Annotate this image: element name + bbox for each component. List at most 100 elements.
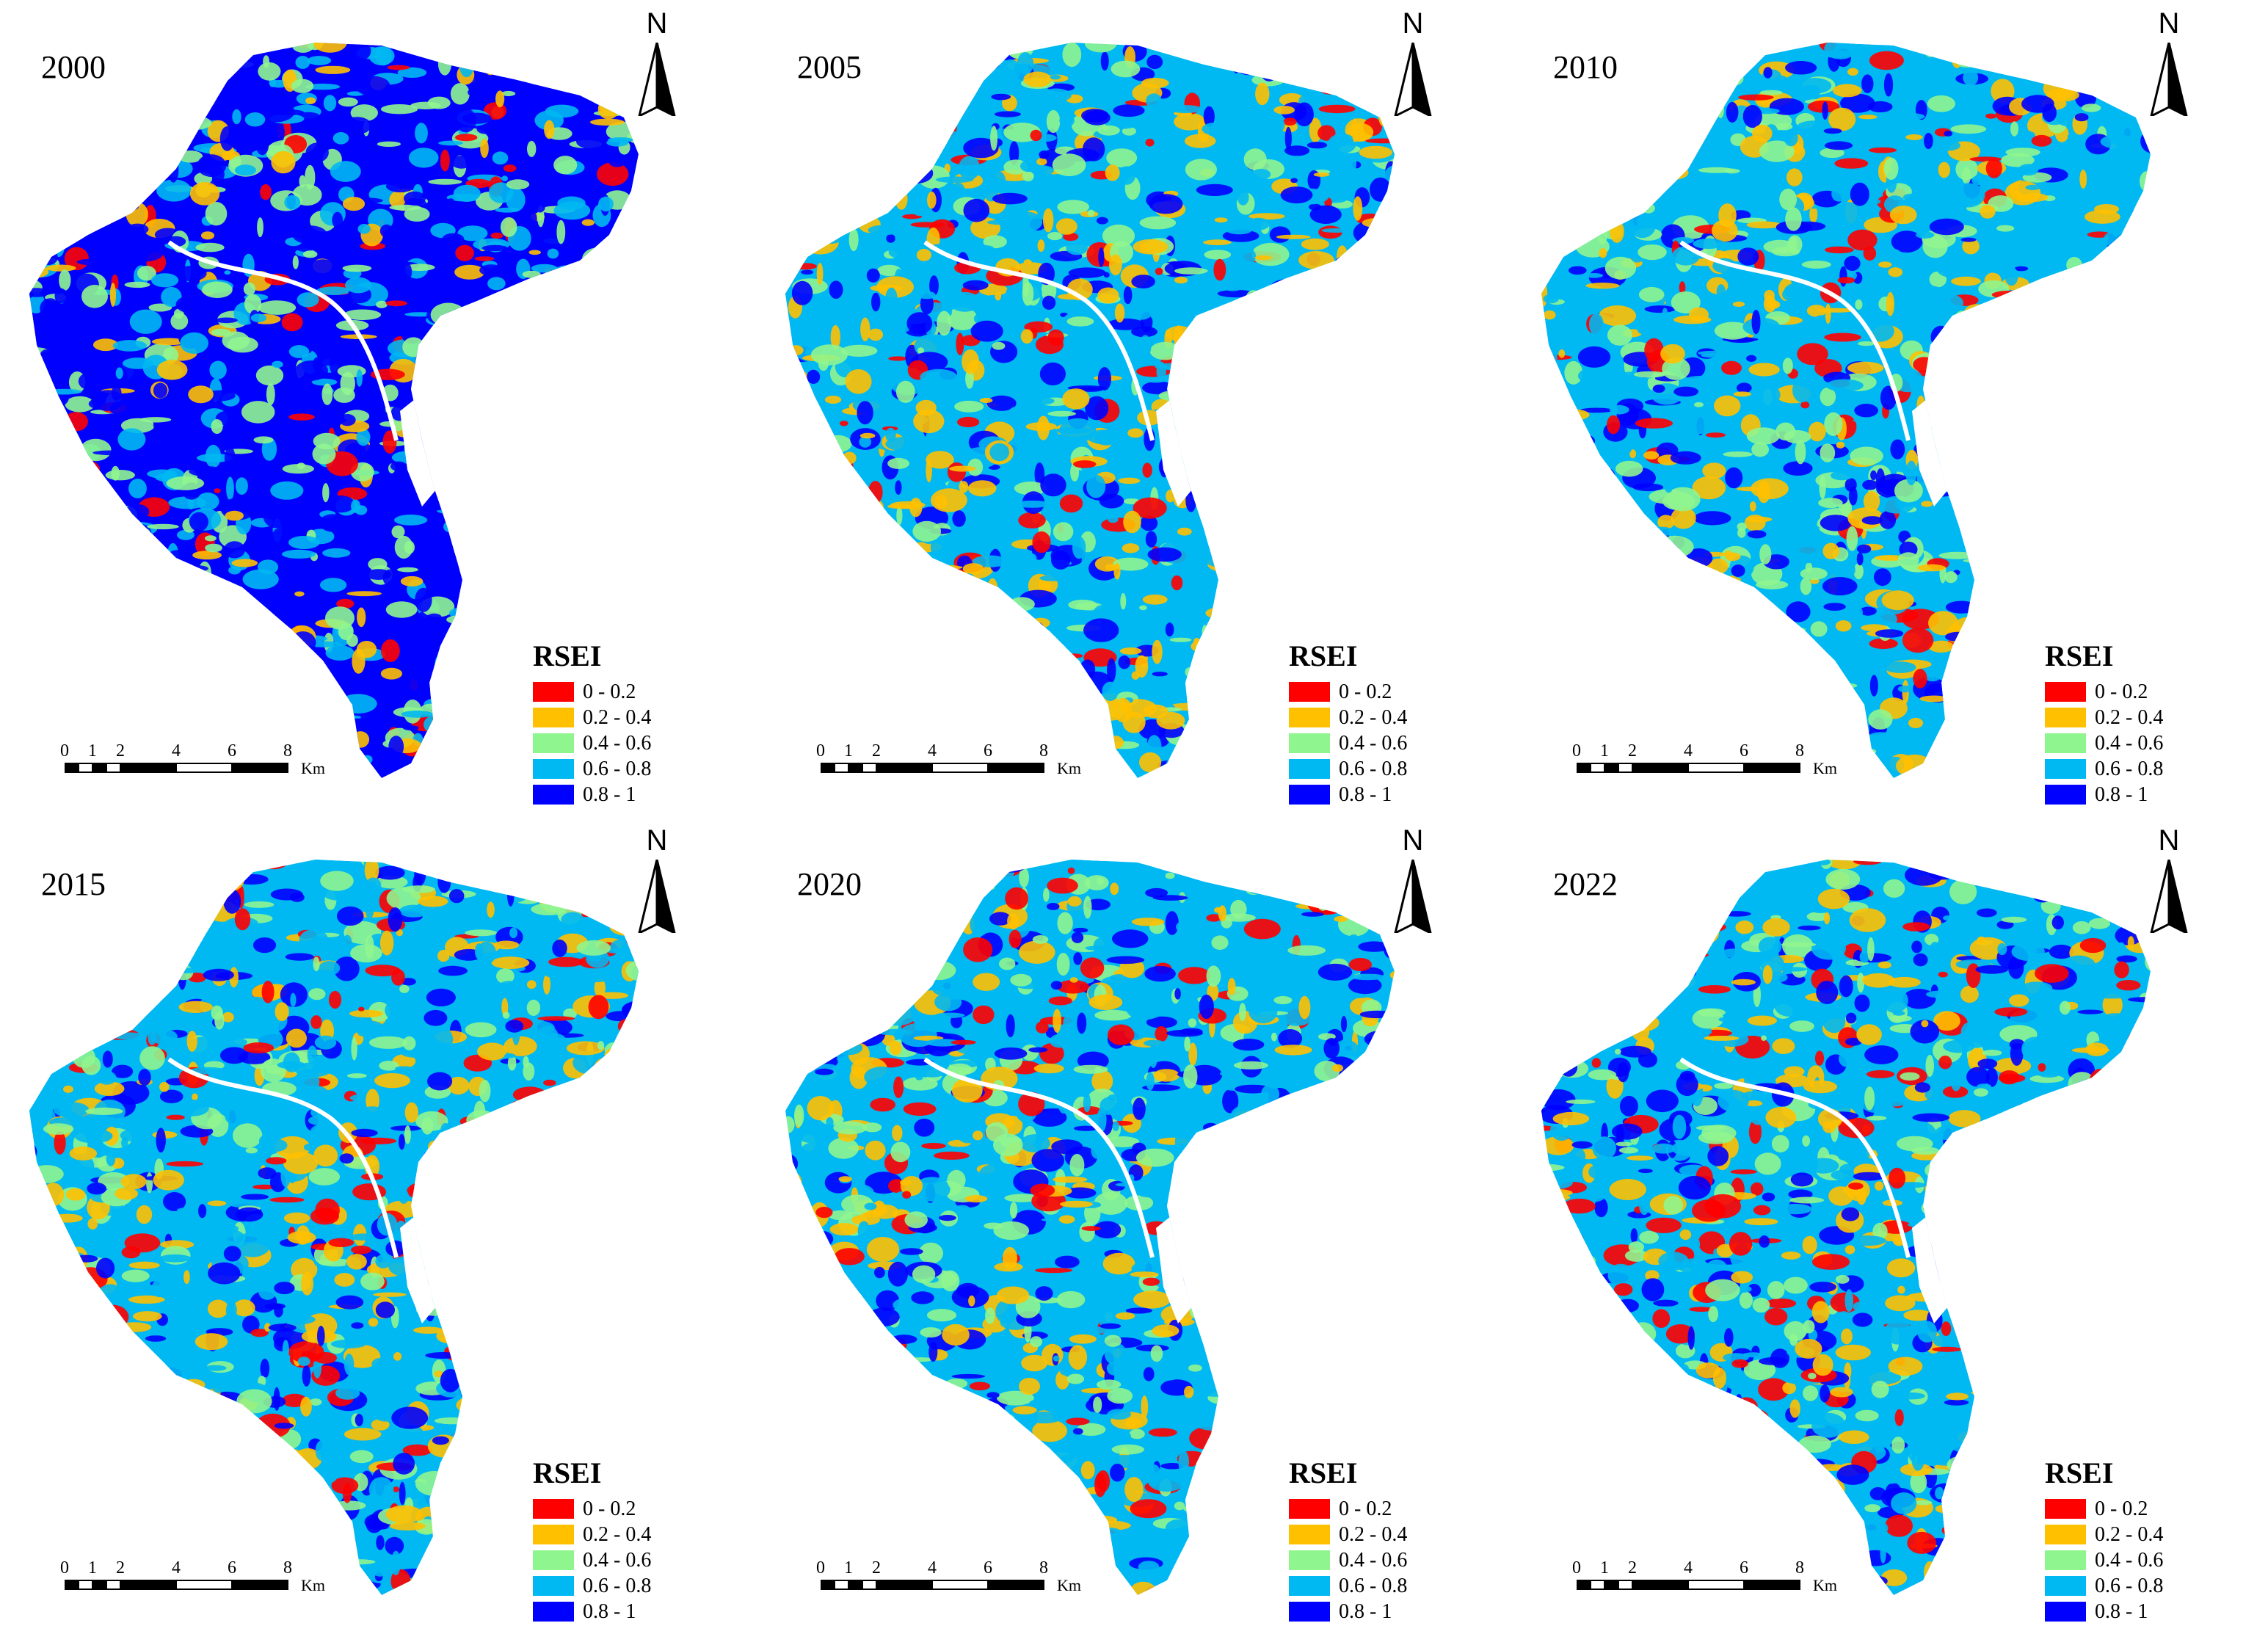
- scale-unit-label: Km: [1057, 1576, 1081, 1594]
- panel-year-label: 2010: [1553, 49, 1618, 85]
- scale-tick-label: 8: [1795, 1558, 1804, 1577]
- rsei-raster-map: [1541, 860, 2151, 1595]
- legend-entry: 0.2 - 0.4: [533, 705, 738, 730]
- scale-tick-label: 6: [228, 1558, 236, 1577]
- scale-tick-label: 4: [172, 741, 181, 760]
- legend-swatch: [2045, 1576, 2086, 1596]
- map-panel-2022: 2022 N RSEI 0 - 0.2 0.2 - 0.4 0.4 - 0.6 0.6…: [1512, 817, 2268, 1634]
- scale-tick-label: 6: [984, 741, 992, 760]
- legend-title: RSEI: [533, 1456, 602, 1489]
- scale-tick-label: 0: [1572, 741, 1581, 760]
- legend-label: 0.6 - 0.8: [1339, 757, 1408, 780]
- legend-label: 0.2 - 0.4: [1339, 705, 1408, 729]
- legend-entry: 0.8 - 1: [2045, 782, 2250, 807]
- legend-swatch: [533, 708, 574, 727]
- rsei-legend: RSEI 0 - 0.2 0.2 - 0.4 0.4 - 0.6 0.6 - 0.8 0…: [2045, 639, 2250, 807]
- rsei-raster-map: [1541, 43, 2151, 778]
- legend-label: 0 - 0.2: [1339, 1497, 1392, 1520]
- legend-swatch: [2045, 682, 2086, 702]
- scale-tick-label: 1: [1600, 741, 1609, 760]
- scale-tick-label: 6: [1740, 741, 1748, 760]
- legend-label: 0.6 - 0.8: [1339, 1574, 1408, 1597]
- legend-label: 0.4 - 0.6: [1339, 1548, 1408, 1572]
- scale-unit-label: Km: [1813, 1576, 1837, 1594]
- legend-entry: 0 - 0.2: [1289, 1496, 1494, 1522]
- rsei-legend: RSEI 0 - 0.2 0.2 - 0.4 0.4 - 0.6 0.6 - 0.8 0…: [533, 1456, 738, 1624]
- scale-unit-label: Km: [301, 759, 325, 777]
- rsei-raster-map: [785, 860, 1395, 1595]
- scale-tick-label: 8: [283, 741, 292, 760]
- north-arrow: N: [2143, 824, 2195, 934]
- north-arrow: N: [1387, 824, 1439, 934]
- scale-tick-label: 4: [1684, 741, 1693, 760]
- scale-bar-graphic: [65, 763, 288, 773]
- legend-label: 0.8 - 1: [583, 1599, 636, 1623]
- scale-tick-label: 2: [1628, 741, 1637, 760]
- legend-swatch: [2045, 1499, 2086, 1519]
- map-panel-2015: 2015 N RSEI 0 - 0.2 0.2 - 0.4 0.4 - 0.6 0.6…: [0, 817, 756, 1634]
- legend-label: 0.8 - 1: [1339, 1599, 1392, 1623]
- legend-swatch: [1289, 682, 1330, 702]
- north-arrow-icon: [638, 860, 676, 933]
- legend-entry: 0.8 - 1: [533, 1599, 738, 1624]
- legend-label: 0.2 - 0.4: [2095, 1522, 2164, 1546]
- rsei-legend: RSEI 0 - 0.2 0.2 - 0.4 0.4 - 0.6 0.6 - 0.8 0…: [1289, 1456, 1494, 1624]
- north-arrow: N: [631, 7, 683, 117]
- rsei-legend: RSEI 0 - 0.2 0.2 - 0.4 0.4 - 0.6 0.6 - 0.8 0…: [1289, 639, 1494, 807]
- legend-entry: 0.6 - 0.8: [2045, 1573, 2250, 1599]
- panel-year-label: 2020: [797, 866, 862, 902]
- scale-tick-label: 2: [872, 1558, 881, 1577]
- legend-label: 0 - 0.2: [2095, 680, 2148, 703]
- legend-entry: 0.6 - 0.8: [533, 756, 738, 782]
- legend-entry: 0.2 - 0.4: [533, 1522, 738, 1547]
- scale-bar-graphic: [821, 763, 1044, 773]
- legend-title: RSEI: [2045, 1456, 2114, 1489]
- scale-bar: 0 1 2 4 6 8 Km: [816, 741, 1100, 793]
- north-arrow: N: [2143, 7, 2195, 117]
- legend-entry: 0.4 - 0.6: [2045, 1547, 2250, 1573]
- scale-tick-label: 2: [1628, 1558, 1637, 1577]
- legend-label: 0.8 - 1: [583, 782, 636, 806]
- legend-label: 0.8 - 1: [2095, 782, 2148, 806]
- legend-entry: 0.8 - 1: [1289, 782, 1494, 807]
- north-arrow-icon: [2150, 43, 2188, 116]
- north-arrow-icon: [1394, 860, 1432, 933]
- legend-title: RSEI: [533, 639, 602, 672]
- map-panel-2020: 2020 N RSEI 0 - 0.2 0.2 - 0.4 0.4 - 0.6 0.6…: [756, 817, 1512, 1634]
- legend-swatch: [1289, 708, 1330, 727]
- scale-tick-label: 2: [116, 741, 125, 760]
- legend-swatch: [1289, 1602, 1330, 1622]
- scale-tick-label: 8: [1039, 1558, 1048, 1577]
- legend-label: 0.6 - 0.8: [2095, 1574, 2164, 1597]
- legend-swatch: [2045, 733, 2086, 753]
- scale-unit-label: Km: [1813, 759, 1837, 777]
- legend-entry: 0.2 - 0.4: [2045, 1522, 2250, 1547]
- legend-swatch: [1289, 1550, 1330, 1570]
- legend-label: 0.8 - 1: [2095, 1599, 2148, 1623]
- legend-entry: 0.6 - 0.8: [533, 1573, 738, 1599]
- legend-entry: 0 - 0.2: [2045, 1496, 2250, 1522]
- scale-tick-label: 4: [928, 1558, 937, 1577]
- panel-year-label: 2000: [41, 49, 106, 85]
- legend-entry: 0.8 - 1: [533, 782, 738, 807]
- legend-label: 0.4 - 0.6: [2095, 731, 2164, 755]
- scale-bar: 0 1 2 4 6 8 Km: [60, 741, 344, 793]
- legend-label: 0.2 - 0.4: [583, 705, 652, 729]
- legend-entry: 0.8 - 1: [1289, 1599, 1494, 1624]
- panel-year-label: 2022: [1553, 866, 1618, 902]
- legend-entry: 0.2 - 0.4: [2045, 705, 2250, 730]
- scale-tick-label: 4: [172, 1558, 181, 1577]
- legend-label: 0.4 - 0.6: [1339, 731, 1408, 755]
- legend-swatch: [1289, 785, 1330, 805]
- scale-tick-label: 6: [228, 741, 236, 760]
- legend-swatch: [533, 1550, 574, 1570]
- legend-swatch: [1289, 1525, 1330, 1544]
- scale-unit-label: Km: [301, 1576, 325, 1594]
- legend-entry: 0.4 - 0.6: [1289, 730, 1494, 756]
- legend-entry: 0 - 0.2: [2045, 679, 2250, 705]
- legend-swatch: [533, 1499, 574, 1519]
- scale-tick-label: 0: [60, 741, 69, 760]
- legend-entry: 0.8 - 1: [2045, 1599, 2250, 1624]
- scale-bar: 0 1 2 4 6 8 Km: [60, 1558, 344, 1610]
